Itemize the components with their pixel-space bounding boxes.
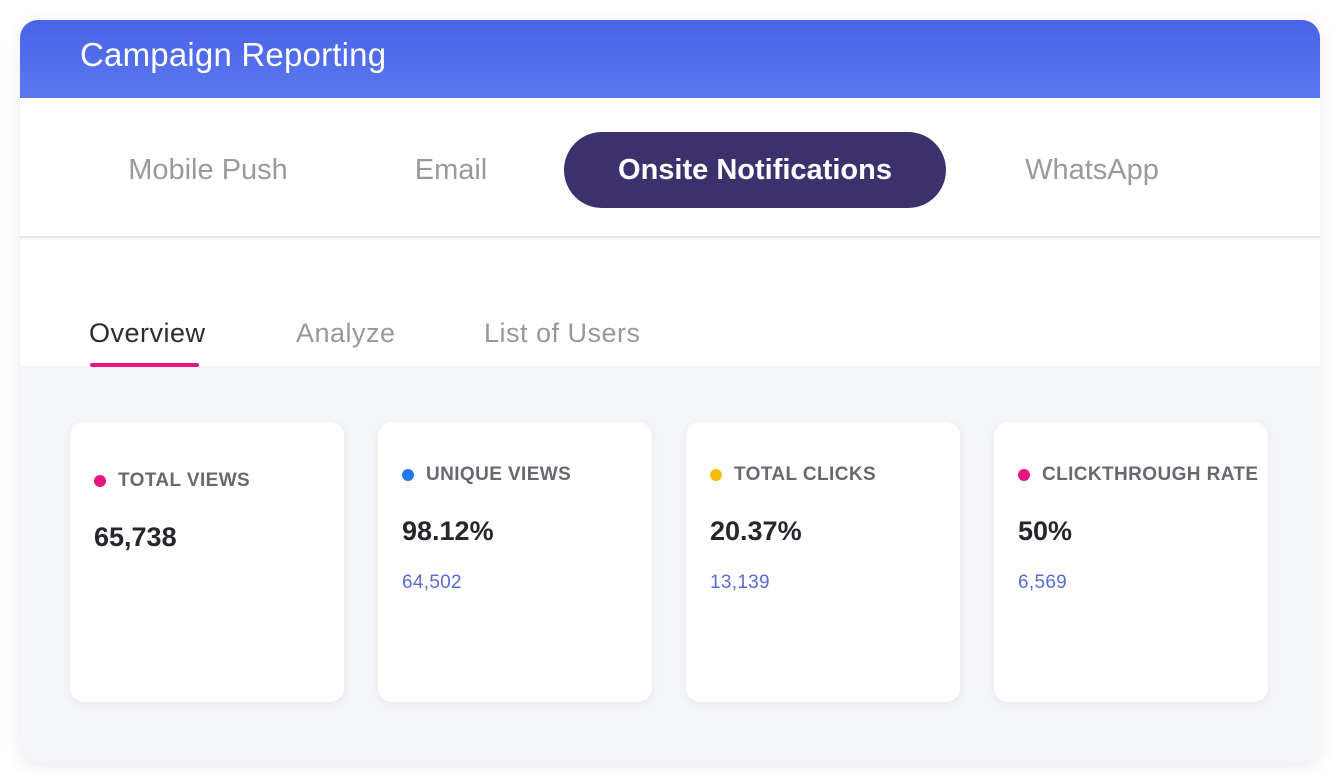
metric-header: TOTAL VIEWS: [94, 470, 250, 492]
metric-value: 98.12%: [402, 516, 494, 546]
pink-dot-icon: [94, 475, 106, 487]
metric-count: 6,569: [1018, 572, 1068, 593]
metric-card-unique-views: UNIQUE VIEWS 98.12% 64,502: [378, 422, 652, 702]
campaign-reporting-card: Campaign Reporting Mobile Push Email Ons…: [20, 20, 1320, 762]
active-tab-underline: [90, 363, 199, 367]
tab-mobile-push[interactable]: Mobile Push: [128, 153, 288, 186]
yellow-dot-icon: [710, 469, 722, 481]
metric-value: 50%: [1018, 516, 1073, 546]
pink-dot-icon: [1018, 469, 1030, 481]
metric-card-total-clicks: TOTAL CLICKS 20.37% 13,139: [686, 422, 960, 702]
metric-label: UNIQUE VIEWS: [426, 464, 572, 485]
metric-label: CLICKTHROUGH RATE: [1042, 464, 1259, 485]
channel-tab-bar: Mobile Push Email Onsite Notifications W…: [20, 98, 1320, 238]
metric-header: TOTAL CLICKS: [710, 464, 876, 486]
tab-overview[interactable]: Overview: [89, 318, 206, 348]
blue-dot-icon: [402, 469, 414, 481]
metric-count: 64,502: [402, 572, 462, 593]
tab-onsite-notifications[interactable]: Onsite Notifications: [564, 132, 946, 208]
metric-header: UNIQUE VIEWS: [402, 464, 571, 486]
tab-analyze[interactable]: Analyze: [296, 318, 396, 348]
header-bar: Campaign Reporting: [20, 20, 1320, 98]
metric-card-total-views: TOTAL VIEWS 65,738: [70, 422, 344, 702]
tab-list-of-users[interactable]: List of Users: [484, 318, 641, 348]
tab-whatsapp[interactable]: WhatsApp: [1025, 153, 1159, 186]
metric-value: 20.37%: [710, 516, 802, 546]
tab-email[interactable]: Email: [414, 153, 488, 186]
metric-count: 13,139: [710, 572, 770, 593]
metric-label: TOTAL CLICKS: [734, 464, 877, 485]
metric-label: TOTAL VIEWS: [118, 470, 251, 491]
page-title: Campaign Reporting: [80, 36, 387, 73]
sub-tab-bar: Overview Analyze List of Users: [20, 240, 1320, 367]
metric-header: CLICKTHROUGH RATE: [1018, 464, 1259, 486]
metric-value: 65,738: [94, 522, 177, 552]
metric-card-clickthrough-rate: CLICKTHROUGH RATE 50% 6,569: [994, 422, 1268, 702]
